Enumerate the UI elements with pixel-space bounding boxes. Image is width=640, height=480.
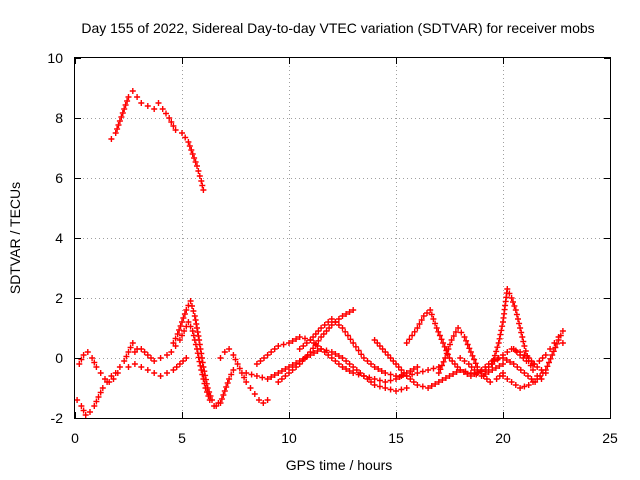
x-tick-label: 10 xyxy=(281,430,297,446)
y-tick-label: 8 xyxy=(55,110,63,126)
x-axis-label: GPS time / hours xyxy=(286,457,393,473)
sdtvar-chart: Day 155 of 2022, Sidereal Day-to-day VTE… xyxy=(0,0,640,480)
y-tick-label: 0 xyxy=(55,350,63,366)
y-tick-label: 2 xyxy=(55,290,63,306)
x-tick-label: 5 xyxy=(178,430,186,446)
x-tick-label: 0 xyxy=(71,430,79,446)
chart-background xyxy=(0,0,640,480)
chart-title: Day 155 of 2022, Sidereal Day-to-day VTE… xyxy=(81,20,594,36)
y-tick-label: 6 xyxy=(55,170,63,186)
x-tick-label: 20 xyxy=(495,430,511,446)
y-tick-label: -2 xyxy=(51,410,64,426)
x-tick-label: 15 xyxy=(388,430,404,446)
x-tick-label: 25 xyxy=(602,430,618,446)
y-axis-label: SDTVAR / TECUs xyxy=(7,182,23,294)
y-tick-label: 4 xyxy=(55,230,63,246)
y-tick-label: 10 xyxy=(47,50,63,66)
